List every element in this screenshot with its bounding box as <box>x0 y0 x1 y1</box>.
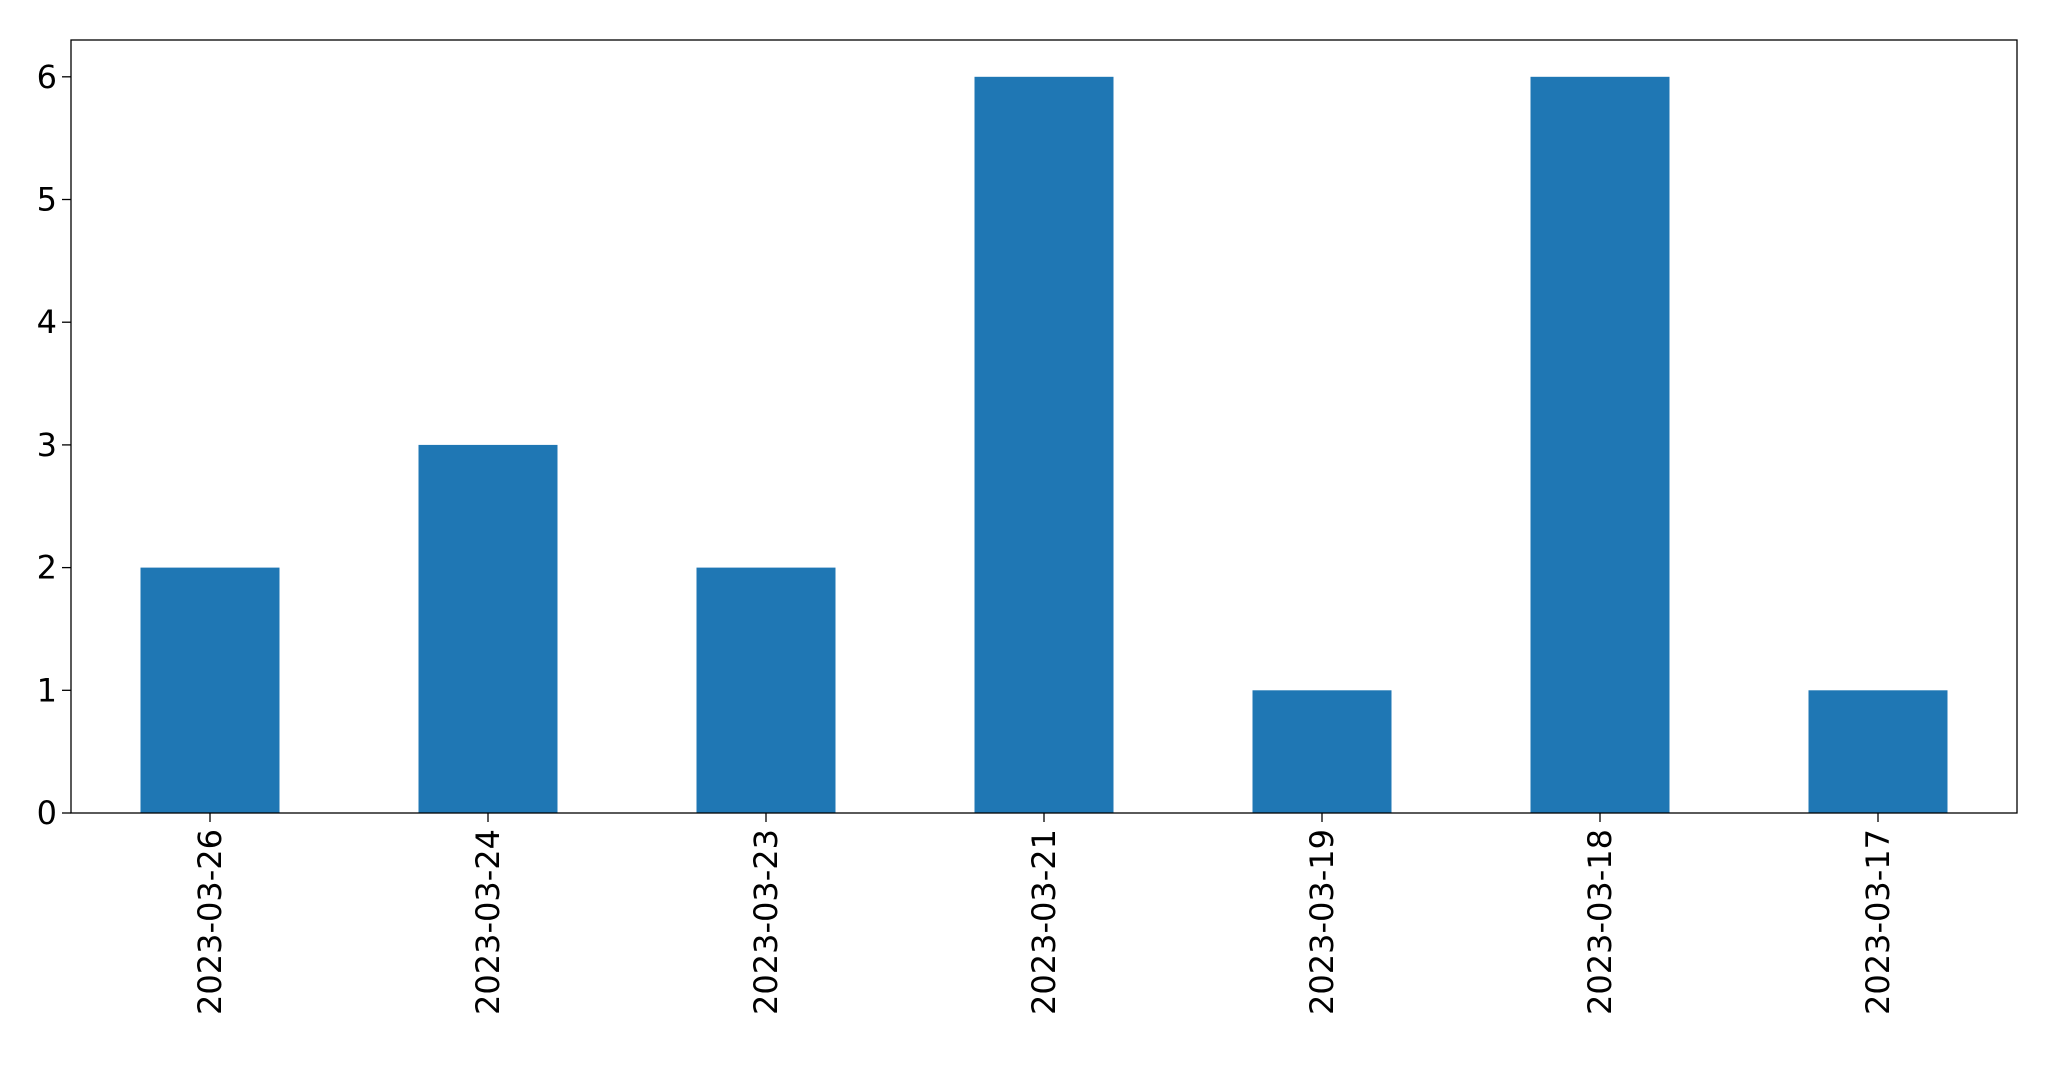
y-tick-label: 6 <box>37 58 57 96</box>
bar-2023-03-23 <box>696 567 836 813</box>
y-tick-label: 5 <box>37 181 57 219</box>
x-tick-label-2023-03-26: 2023-03-26 <box>191 829 229 1015</box>
x-tick-label-2023-03-23: 2023-03-23 <box>747 829 785 1015</box>
bar-2023-03-19 <box>1252 690 1392 813</box>
x-axis: 2023-03-26 2023-03-24 2023-03-23 2023-03-21… <box>191 813 1897 1015</box>
x-tick-label-2023-03-17: 2023-03-17 <box>1859 829 1897 1015</box>
y-tick-label: 0 <box>37 794 57 832</box>
plot-frame <box>70 39 2018 814</box>
bar-2023-03-17 <box>1808 690 1948 813</box>
bar-2023-03-18 <box>1530 76 1670 814</box>
bars-group <box>140 76 1948 814</box>
y-tick-label: 4 <box>37 303 57 341</box>
y-tick-label: 2 <box>37 549 57 587</box>
bar-2023-03-26 <box>140 567 280 813</box>
x-tick-label-2023-03-19: 2023-03-19 <box>1303 829 1341 1015</box>
bar-2023-03-24 <box>418 444 558 813</box>
x-tick-label-2023-03-21: 2023-03-21 <box>1025 829 1063 1015</box>
y-tick-label: 3 <box>37 426 57 464</box>
y-axis: 0 1 2 3 4 5 6 <box>37 58 71 832</box>
x-tick-label-2023-03-18: 2023-03-18 <box>1581 829 1619 1015</box>
y-tick-label: 1 <box>37 671 57 709</box>
bar-2023-03-21 <box>974 76 1114 814</box>
x-tick-label-2023-03-24: 2023-03-24 <box>469 829 507 1015</box>
